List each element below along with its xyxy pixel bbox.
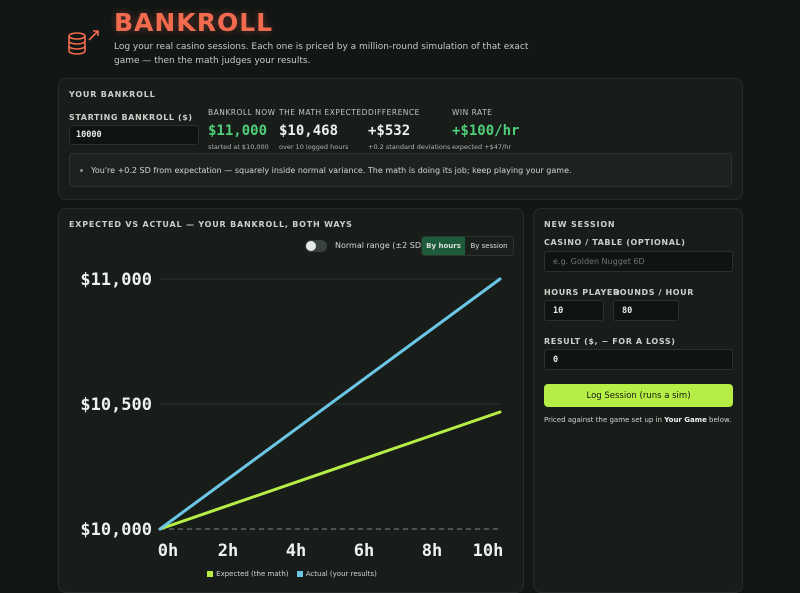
- stat-difference: DIFFERENCE +$532 +0.2 standard deviation…: [368, 108, 450, 151]
- stat-label: WIN RATE: [452, 108, 493, 117]
- note-prefix: Priced against the game set up in: [544, 416, 665, 424]
- starting-bankroll-input[interactable]: [69, 125, 199, 145]
- session-section-label: NEW SESSION: [544, 220, 616, 229]
- log-session-button[interactable]: Log Session (runs a sim): [544, 384, 733, 407]
- rounds-per-hour-label: ROUNDS / HOUR: [613, 288, 694, 297]
- starting-bankroll-label: STARTING BANKROLL ($): [69, 113, 193, 122]
- legend-swatch: [207, 571, 214, 577]
- chart-legend: Expected (the math) Actual (your results…: [59, 570, 525, 578]
- hours-played-input[interactable]: [544, 300, 604, 321]
- insight-text: You're +0.2 SD from expectation — square…: [91, 166, 572, 175]
- bankroll-panel: YOUR BANKROLL STARTING BANKROLL ($) BANK…: [58, 78, 743, 200]
- stat-label: DIFFERENCE: [368, 108, 420, 117]
- stat-value: +$100/hr: [452, 123, 520, 139]
- toggle-knob: [306, 241, 316, 251]
- stat-sub: expected +$47/hr: [452, 143, 512, 151]
- x-tick-label: 2h: [218, 541, 238, 561]
- series-line-expected: [158, 410, 502, 531]
- page-title: BANKROLL: [114, 8, 274, 37]
- stat-math-expected: THE MATH EXPECTED $10,468 over 10 logged…: [279, 108, 368, 151]
- bullet-icon: [80, 169, 83, 172]
- legend-swatch: [296, 571, 303, 577]
- stat-value: $10,468: [279, 123, 339, 139]
- x-tick-label: 0h: [158, 541, 178, 561]
- x-tick-label: 8h: [422, 541, 442, 561]
- x-tick-label: 10h: [473, 541, 504, 561]
- by-hours-button[interactable]: By hours: [422, 237, 465, 255]
- x-tick-label: 4h: [286, 541, 306, 561]
- app-header: BANKROLL Log your real casino sessions. …: [62, 8, 742, 70]
- view-mode-switch: By hours By session: [421, 236, 514, 256]
- stat-value: $11,000: [208, 123, 268, 139]
- priced-note: Priced against the game set up in Your G…: [544, 416, 731, 424]
- chart-section-label: EXPECTED VS ACTUAL — YOUR BANKROLL, BOTH…: [69, 220, 353, 229]
- result-input[interactable]: [544, 349, 733, 370]
- casino-label: CASINO / TABLE (OPTIONAL): [544, 238, 686, 247]
- y-tick-label: $11,000: [80, 270, 152, 290]
- result-label: RESULT ($, − FOR A LOSS): [544, 337, 676, 346]
- normal-range-label: Normal range (±2 SD): [335, 241, 425, 250]
- stat-sub: +0.2 standard deviations: [368, 143, 451, 151]
- bankroll-chart: $10,000 $10,500 $11,000 0h 2h 4h 6h 8h 10h: [80, 270, 504, 561]
- page-subtitle: Log your real casino sessions. Each one …: [114, 42, 529, 66]
- series-line-actual: [158, 277, 502, 531]
- stat-value: +$532: [368, 123, 411, 139]
- stat-sub: started at $10,000: [208, 143, 269, 151]
- stat-sub: over 10 logged hours: [279, 143, 349, 151]
- chart-panel: EXPECTED VS ACTUAL — YOUR BANKROLL, BOTH…: [58, 208, 524, 593]
- stat-win-rate: WIN RATE +$100/hr expected +$47/hr: [452, 108, 519, 151]
- stat-label: BANKROLL NOW: [208, 108, 276, 117]
- by-session-button[interactable]: By session: [465, 237, 513, 255]
- chip-stack-icon: [68, 30, 99, 55]
- your-game-link[interactable]: Your Game: [664, 416, 707, 424]
- note-suffix: below.: [706, 416, 732, 424]
- legend-item-actual: Actual (your results): [296, 570, 377, 578]
- rounds-per-hour-input[interactable]: [613, 300, 679, 321]
- hours-played-label: HOURS PLAYED: [544, 288, 621, 297]
- legend-label: Actual (your results): [305, 570, 377, 578]
- casino-input[interactable]: [544, 251, 733, 272]
- legend-item-expected: Expected (the math): [207, 570, 289, 578]
- new-session-panel: NEW SESSION CASINO / TABLE (OPTIONAL) HO…: [533, 208, 743, 593]
- legend-label: Expected (the math): [216, 570, 289, 578]
- normal-range-toggle[interactable]: [305, 240, 327, 252]
- variance-insight: You're +0.2 SD from expectation — square…: [69, 153, 732, 187]
- x-tick-label: 6h: [354, 541, 374, 561]
- y-tick-label: $10,500: [80, 395, 152, 415]
- bankroll-section-label: YOUR BANKROLL: [69, 90, 156, 99]
- stat-label: THE MATH EXPECTED: [279, 108, 368, 117]
- y-tick-label: $10,000: [80, 520, 152, 540]
- stat-bankroll-now: BANKROLL NOW $11,000 started at $10,000: [208, 108, 276, 151]
